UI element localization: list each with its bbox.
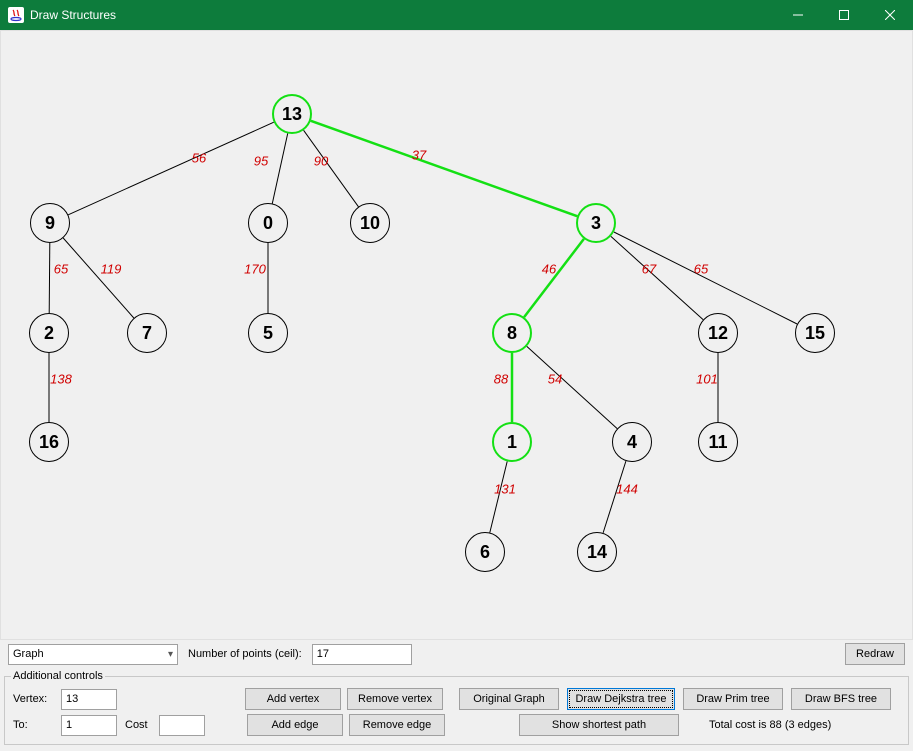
edge-weight-label: 138	[50, 372, 72, 387]
graph-node[interactable]: 0	[248, 203, 288, 243]
graph-edge	[527, 346, 617, 428]
graph-edge	[611, 236, 703, 319]
edge-weight-label: 56	[192, 151, 206, 166]
draw-prim-button[interactable]: Draw Prim tree	[683, 688, 783, 710]
edge-weight-label: 37	[412, 148, 426, 163]
structure-type-select[interactable]: Graph ▾	[8, 644, 178, 665]
top-controls-row: Graph ▾ Number of points (ceil): 17 Redr…	[0, 640, 913, 668]
edge-weight-label: 65	[54, 262, 68, 277]
graph-node[interactable]: 15	[795, 313, 835, 353]
graph-node[interactable]: 16	[29, 422, 69, 462]
additional-controls-legend: Additional controls	[11, 670, 105, 682]
edge-weight-label: 131	[494, 482, 516, 497]
points-value: 17	[317, 648, 329, 660]
graph-edge	[603, 461, 626, 533]
graph-edge	[304, 130, 359, 206]
show-shortest-path-button[interactable]: Show shortest path	[519, 714, 679, 736]
graph-node[interactable]: 14	[577, 532, 617, 572]
draw-dejkstra-button[interactable]: Draw Dejkstra tree	[567, 688, 675, 710]
graph-node[interactable]: 2	[29, 313, 69, 353]
vertex-label: Vertex:	[13, 693, 53, 705]
graph-edge	[311, 121, 577, 216]
to-label: To:	[13, 719, 53, 731]
graph-node[interactable]: 8	[492, 313, 532, 353]
graph-node[interactable]: 5	[248, 313, 288, 353]
graph-edge	[524, 239, 584, 317]
close-button[interactable]	[867, 0, 913, 30]
edge-weight-label: 144	[616, 482, 638, 497]
edge-weight-label: 90	[314, 154, 328, 169]
graph-edge	[68, 122, 274, 215]
cost-label: Cost	[125, 719, 151, 731]
edge-weight-label: 54	[548, 372, 562, 387]
graph-edge	[614, 232, 797, 324]
status-text: Total cost is 88 (3 edges)	[709, 719, 831, 731]
maximize-button[interactable]	[821, 0, 867, 30]
vertex-input[interactable]: 13	[61, 689, 117, 710]
edge-weight-label: 67	[642, 262, 656, 277]
edge-weight-label: 170	[244, 262, 266, 277]
edge-weight-label: 88	[494, 372, 508, 387]
graph-node[interactable]: 7	[127, 313, 167, 353]
graph-node[interactable]: 10	[350, 203, 390, 243]
edge-weight-label: 101	[696, 372, 718, 387]
to-input[interactable]: 1	[61, 715, 117, 736]
graph-node[interactable]: 13	[272, 94, 312, 134]
controls-row-2: To: 1 Cost Add edge Remove edge Show sho…	[11, 712, 902, 738]
chevron-down-icon: ▾	[168, 649, 173, 660]
java-icon	[8, 7, 24, 23]
add-vertex-button[interactable]: Add vertex	[245, 688, 341, 710]
graph-node[interactable]: 6	[465, 532, 505, 572]
draw-bfs-button[interactable]: Draw BFS tree	[791, 688, 891, 710]
graph-edge	[490, 461, 507, 532]
titlebar: Draw Structures	[0, 0, 913, 30]
points-label: Number of points (ceil):	[188, 648, 302, 660]
remove-edge-button[interactable]: Remove edge	[349, 714, 445, 736]
original-graph-button[interactable]: Original Graph	[459, 688, 559, 710]
graph-node[interactable]: 11	[698, 422, 738, 462]
graph-edge	[272, 134, 287, 204]
graph-node[interactable]: 3	[576, 203, 616, 243]
graph-edge	[63, 238, 134, 318]
graph-canvas[interactable]: 139010327581215161411614 569590376511917…	[0, 30, 913, 640]
remove-vertex-button[interactable]: Remove vertex	[347, 688, 443, 710]
graph-node[interactable]: 1	[492, 422, 532, 462]
structure-type-value: Graph	[13, 648, 44, 660]
graph-node[interactable]: 4	[612, 422, 652, 462]
graph-edge	[49, 243, 50, 313]
additional-controls-group: Additional controls Vertex: 13 Add verte…	[4, 670, 909, 745]
edge-weight-label: 65	[694, 262, 708, 277]
graph-node[interactable]: 12	[698, 313, 738, 353]
points-input[interactable]: 17	[312, 644, 412, 665]
edge-weight-label: 95	[254, 154, 268, 169]
controls-row-1: Vertex: 13 Add vertex Remove vertex Orig…	[11, 686, 902, 712]
window-title: Draw Structures	[30, 8, 775, 22]
edge-weight-label: 46	[542, 262, 556, 277]
graph-node[interactable]: 9	[30, 203, 70, 243]
add-edge-button[interactable]: Add edge	[247, 714, 343, 736]
edge-weight-label: 119	[101, 262, 122, 277]
redraw-button[interactable]: Redraw	[845, 643, 905, 665]
cost-input[interactable]	[159, 715, 205, 736]
minimize-button[interactable]	[775, 0, 821, 30]
